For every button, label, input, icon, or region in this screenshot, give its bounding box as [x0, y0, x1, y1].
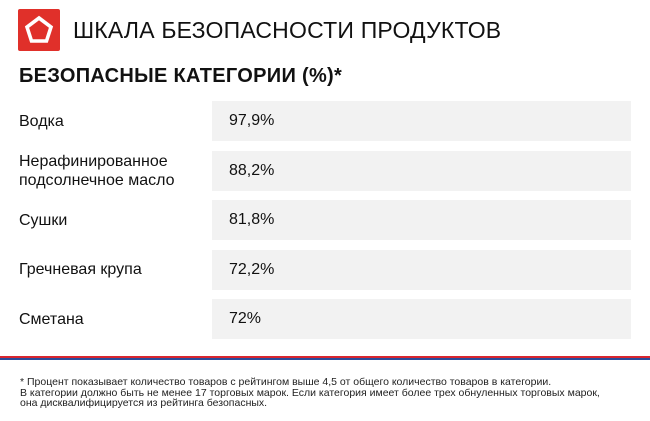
page-title: ШКАЛА БЕЗОПАСНОСТИ ПРОДУКТОВ [73, 16, 502, 43]
section-title: БЕЗОПАСНЫЕ КАТЕГОРИИ (%)* [19, 65, 343, 87]
category-label-line: Сушки [19, 211, 68, 229]
header: ШКАЛА БЕЗОПАСНОСТИ ПРОДУКТОВ [18, 9, 501, 51]
footnote-line: * Процент показывает количество товаров … [20, 376, 552, 388]
safety-table: Водка 97,9% Нерафинированное подсолнечное м… [19, 101, 631, 349]
category-label: Водка [19, 101, 209, 141]
category-label-line: Сметана [19, 310, 84, 328]
category-value: 88,2% [212, 150, 631, 191]
category-label-line: Гречневая крупа [19, 261, 142, 278]
category-label: Сушки [19, 200, 209, 240]
table-row: Сушки 81,8% [19, 200, 631, 240]
footnote-line: В категории должно быть не менее 17 торг… [20, 386, 600, 399]
table-row: Водка 97,9% [19, 101, 631, 141]
pentagon-icon [18, 9, 60, 51]
category-value: 72% [212, 299, 631, 339]
footnote: * Процент показывает количество товаров … [20, 377, 630, 409]
divider-red [0, 356, 650, 358]
category-label: Гречневая крупа [19, 250, 209, 290]
category-label: Сметана [19, 299, 209, 339]
category-value: 72,2% [212, 249, 631, 290]
category-label-line: Нерафинированное [19, 152, 168, 170]
table-row: Нерафинированное подсолнечное масло 88,2% [19, 150, 631, 191]
category-value: 97,9% [212, 101, 631, 141]
table-row: Сметана 72% [19, 299, 631, 339]
table-row: Гречневая крупа 72,2% [19, 249, 631, 290]
divider-blue [0, 358, 650, 360]
category-value: 81,8% [212, 200, 631, 240]
category-label-line: подсолнечное масло [19, 171, 175, 189]
footnote-line: она дисквалифицируется из рейтинга безоп… [20, 397, 268, 409]
category-label: Нерафинированное подсолнечное масло [19, 151, 209, 191]
category-label-line: Водка [19, 112, 64, 130]
